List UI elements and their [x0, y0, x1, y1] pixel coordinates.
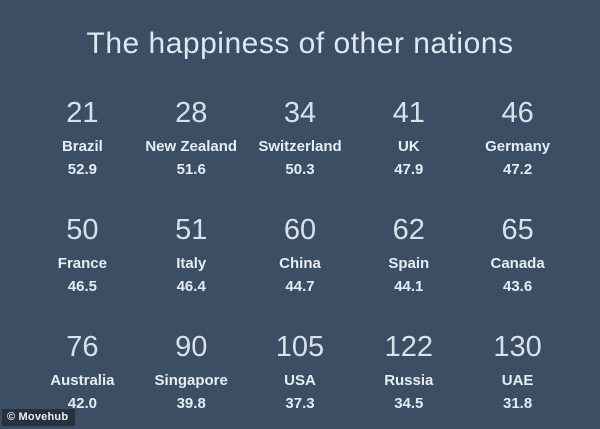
- rank-value: 90: [175, 330, 208, 363]
- country-name: Italy: [176, 254, 207, 272]
- score-value: 42.0: [67, 395, 97, 413]
- score-value: 52.9: [67, 161, 97, 179]
- nation-cell-switzerland: 34 Switzerland 50.3: [246, 97, 355, 179]
- rank-value: 21: [66, 97, 99, 129]
- nation-cell-usa: 105 USA 37.3: [246, 330, 355, 413]
- rank-value: 122: [384, 330, 433, 363]
- rank-value: 41: [392, 97, 425, 129]
- score-value: 37.3: [285, 395, 315, 413]
- score-value: 46.5: [67, 278, 97, 296]
- nation-cell-singapore: 90 Singapore 39.8: [137, 330, 246, 413]
- country-name: China: [279, 254, 321, 272]
- country-name: France: [57, 254, 107, 272]
- nation-cell-brazil: 21 Brazil 52.9: [28, 97, 137, 179]
- country-name: Brazil: [61, 137, 103, 155]
- rank-value: 65: [501, 213, 534, 246]
- rank-value: 105: [275, 330, 325, 363]
- nation-cell-canada: 65 Canada 43.6: [463, 213, 572, 296]
- rank-value: 28: [175, 97, 208, 129]
- country-name: UK: [397, 137, 420, 155]
- rank-value: 60: [283, 213, 317, 246]
- rank-value: 130: [493, 330, 542, 363]
- country-name: New Zealand: [145, 137, 238, 155]
- country-name: Switzerland: [258, 137, 342, 155]
- score-value: 44.1: [394, 278, 424, 296]
- page-title: The happiness of other nations: [86, 27, 514, 60]
- country-name: Spain: [388, 254, 430, 272]
- country-name: USA: [284, 371, 316, 389]
- country-name: Singapore: [154, 371, 228, 389]
- score-value: 46.4: [176, 278, 206, 296]
- nation-cell-spain: 62 Spain 44.1: [354, 213, 463, 296]
- watermark-badge: © Movehub: [2, 409, 76, 426]
- nation-cell-france: 50 France 46.5: [28, 213, 137, 296]
- score-value: 39.8: [176, 395, 206, 413]
- rank-value: 76: [66, 330, 99, 363]
- nation-cell-uae: 130 UAE 31.8: [463, 330, 572, 413]
- rank-value: 34: [283, 97, 317, 129]
- nation-cell-china: 60 China 44.7: [246, 213, 355, 296]
- nation-cell-italy: 51 Italy 46.4: [137, 213, 246, 296]
- country-name: Germany: [485, 137, 551, 155]
- score-value: 34.5: [394, 395, 424, 413]
- score-value: 47.9: [394, 161, 424, 179]
- rank-value: 51: [175, 213, 208, 246]
- score-value: 47.2: [502, 161, 533, 179]
- country-name: UAE: [501, 371, 534, 389]
- nation-cell-germany: 46 Germany 47.2: [463, 97, 572, 179]
- nations-grid: 21 Brazil 52.9 28 New Zealand 51.6 34 Sw…: [28, 97, 572, 413]
- score-value: 31.8: [502, 395, 533, 413]
- nation-cell-uk: 41 UK 47.9: [354, 97, 463, 179]
- rank-value: 46: [501, 97, 534, 129]
- rank-value: 50: [66, 213, 99, 246]
- score-value: 50.3: [285, 161, 315, 179]
- country-name: Canada: [490, 254, 545, 272]
- score-value: 51.6: [176, 161, 206, 179]
- score-value: 43.6: [502, 278, 533, 296]
- country-name: Russia: [384, 371, 434, 389]
- nation-cell-australia: 76 Australia 42.0: [28, 330, 137, 413]
- nation-cell-new-zealand: 28 New Zealand 51.6: [137, 97, 246, 179]
- score-value: 44.7: [285, 278, 315, 296]
- nation-cell-russia: 122 Russia 34.5: [354, 330, 463, 413]
- rank-value: 62: [392, 213, 425, 246]
- country-name: Australia: [50, 371, 115, 389]
